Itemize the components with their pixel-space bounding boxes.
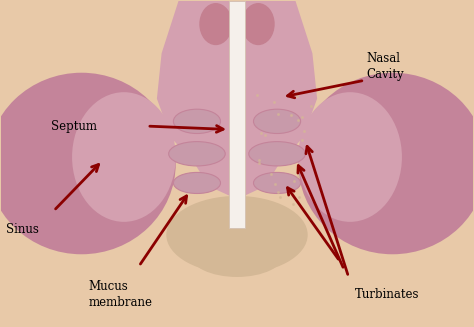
FancyArrowPatch shape <box>288 188 338 259</box>
Polygon shape <box>157 0 317 199</box>
Ellipse shape <box>169 142 225 166</box>
Text: Sinus: Sinus <box>6 223 39 236</box>
Ellipse shape <box>173 109 220 133</box>
Ellipse shape <box>242 3 275 45</box>
Text: Septum: Septum <box>51 120 97 133</box>
Ellipse shape <box>254 172 301 194</box>
Text: Nasal
Cavity: Nasal Cavity <box>366 52 404 81</box>
FancyArrowPatch shape <box>306 146 348 274</box>
Ellipse shape <box>72 92 176 222</box>
Text: Turbinates: Turbinates <box>355 288 419 301</box>
FancyArrowPatch shape <box>150 126 223 132</box>
Ellipse shape <box>173 172 220 194</box>
FancyArrowPatch shape <box>288 81 362 98</box>
Ellipse shape <box>254 109 301 133</box>
Ellipse shape <box>190 232 284 277</box>
Ellipse shape <box>249 142 305 166</box>
FancyArrowPatch shape <box>55 164 99 209</box>
FancyArrowPatch shape <box>140 196 187 264</box>
Polygon shape <box>229 1 245 228</box>
Text: Mucus
membrane: Mucus membrane <box>89 280 153 309</box>
Ellipse shape <box>199 3 232 45</box>
Ellipse shape <box>166 196 308 274</box>
Ellipse shape <box>0 73 176 254</box>
Ellipse shape <box>298 73 474 254</box>
Ellipse shape <box>298 92 402 222</box>
FancyArrowPatch shape <box>298 166 343 267</box>
